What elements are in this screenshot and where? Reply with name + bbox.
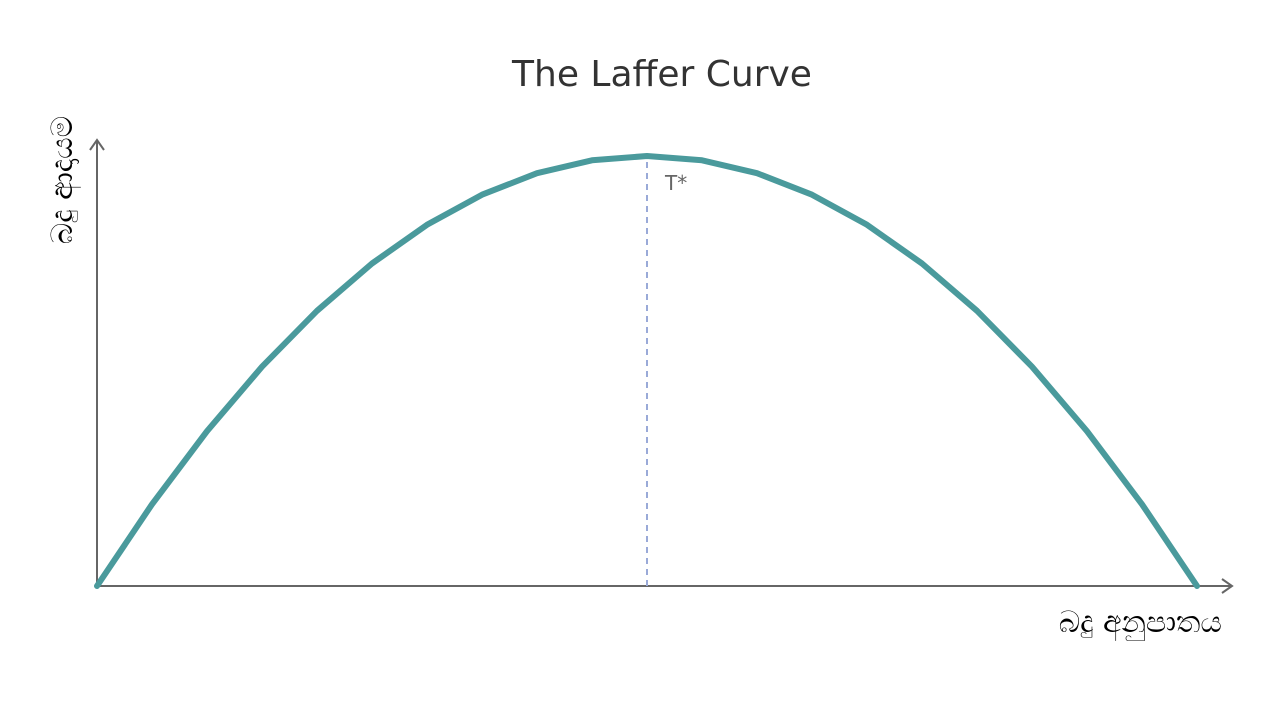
peak-label: T*: [664, 171, 687, 195]
chart-title: The Laffer Curve: [511, 54, 812, 95]
x-axis-label: බදු අනුපාතය: [1059, 605, 1222, 642]
x-axis-arrow: [1221, 578, 1234, 594]
y-axis-label: බදු ආදායම: [45, 116, 82, 244]
y-axis-arrow: [89, 138, 105, 151]
laffer-curve-line: [94, 153, 1200, 589]
